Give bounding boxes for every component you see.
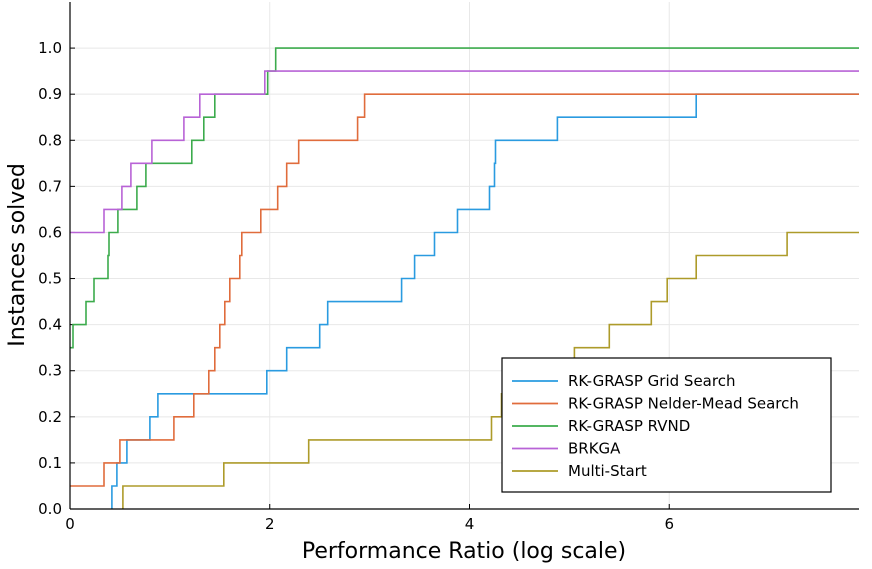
y-axis-label: Instances solved: [5, 163, 30, 347]
y-tick-label: 0.6: [38, 223, 62, 241]
y-tick-label: 0.8: [38, 131, 62, 149]
x-tick-label: 4: [465, 515, 475, 533]
y-tick-label: 0.0: [38, 500, 62, 518]
legend-label-rk-grasp-nelder-mead-search: RK-GRASP Nelder-Mead Search: [568, 395, 799, 413]
series-line-rk-grasp-nelder-mead-search: [70, 93, 859, 487]
y-tick-label: 1.0: [38, 39, 62, 57]
legend: RK-GRASP Grid Search RK-GRASP Nelder-Mead…: [501, 357, 832, 493]
y-tick-label: 0.1: [38, 454, 62, 472]
series-line-brkga: [70, 70, 859, 234]
legend-label-rk-grasp-rvnd: RK-GRASP RVND: [568, 417, 690, 435]
x-tick-label: 6: [664, 515, 674, 533]
x-axis-label: Performance Ratio (log scale): [302, 539, 626, 564]
axes: [69, 2, 859, 510]
y-tick-label: 0.4: [38, 316, 62, 334]
x-tick-label: 0: [65, 515, 75, 533]
x-tick-label: 2: [265, 515, 275, 533]
y-tick-label: 0.5: [38, 270, 62, 288]
legend-label-brkga: BRKGA: [568, 440, 621, 458]
legend-label-multi-start: Multi-Start: [568, 462, 647, 480]
y-tick-label: 0.7: [38, 177, 62, 195]
y-tick-label: 0.2: [38, 408, 62, 426]
y-tick-label: 0.3: [38, 362, 62, 380]
y-tick-label: 0.9: [38, 85, 62, 103]
y-tick-labels: 0.0 0.1 0.2 0.3 0.4 0.5 0.6 0.7 0.8 0.9 1.0: [38, 39, 62, 518]
legend-label-rk-grasp-grid-search: RK-GRASP Grid Search: [568, 372, 735, 390]
x-tick-labels: 0 2 4 6: [65, 515, 674, 533]
